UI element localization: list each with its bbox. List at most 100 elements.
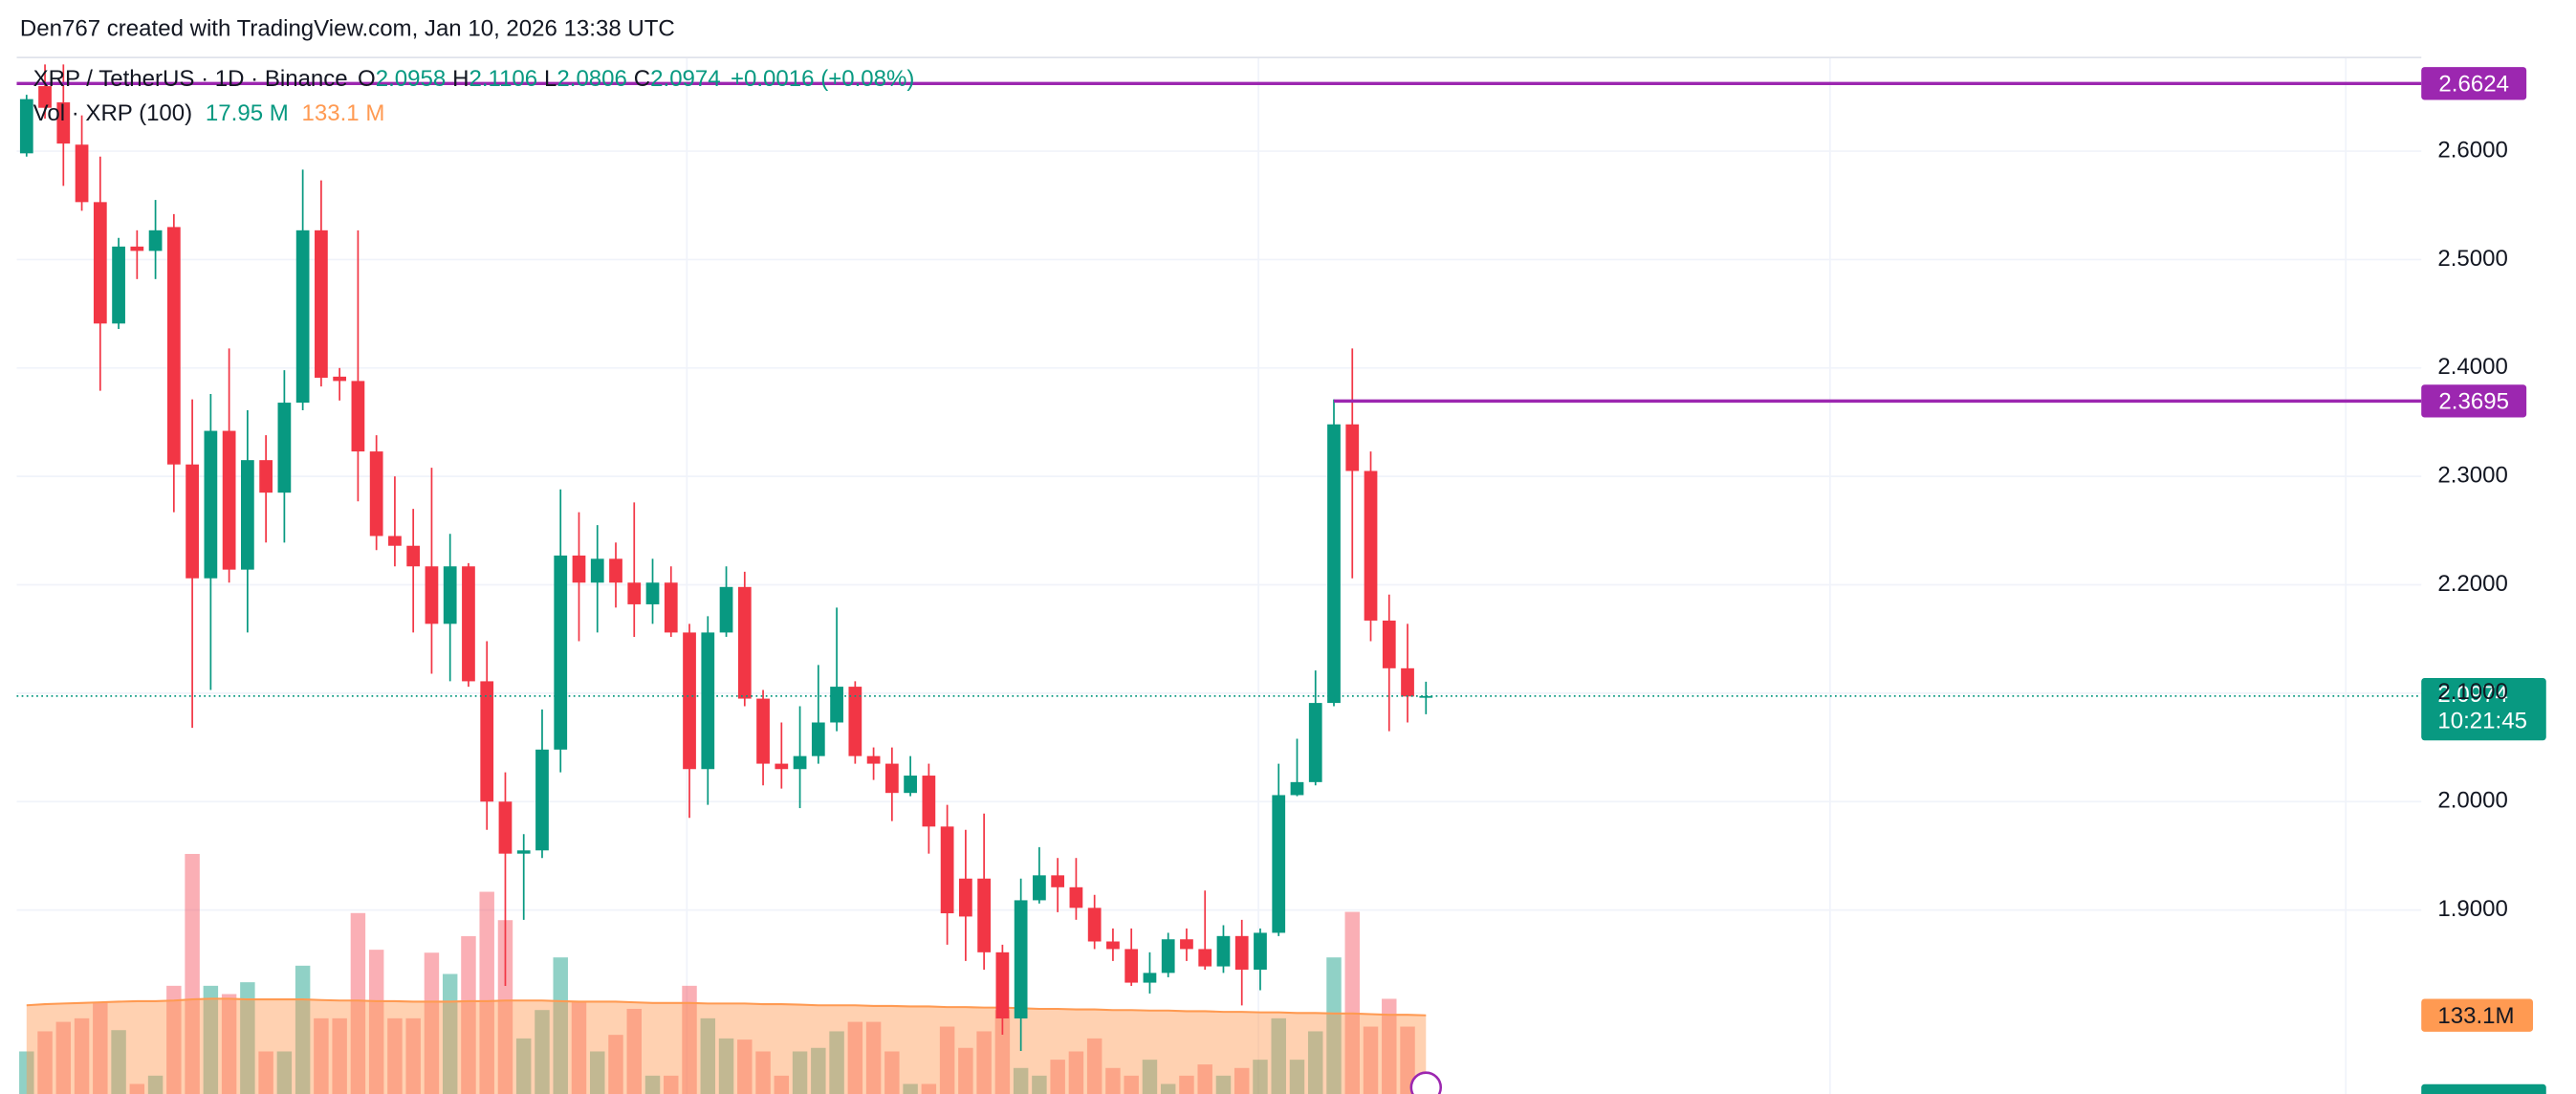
- candle-body: [737, 586, 752, 699]
- candle-body: [664, 582, 678, 633]
- legend-item: 2.0958: [376, 67, 447, 93]
- legend-item: +0.0016 (+0.08%): [731, 67, 914, 93]
- volume-bar: [682, 985, 697, 1094]
- volume-bar: [1363, 1026, 1379, 1094]
- attribution: Den767 created with TradingView.com, Jan…: [20, 15, 675, 41]
- candle-body: [1087, 908, 1102, 942]
- candle-body: [498, 801, 513, 854]
- candle-body: [554, 555, 568, 750]
- candle-body: [811, 722, 825, 756]
- volume-bar: [1032, 1075, 1047, 1094]
- volume-bar: [1068, 1051, 1084, 1094]
- volume-bar: [1050, 1060, 1065, 1094]
- volume-ma-axis-label: 133.1M: [2437, 1003, 2514, 1029]
- candle-body: [130, 246, 144, 252]
- candle-body: [775, 763, 789, 770]
- candle-body: [315, 230, 328, 378]
- volume-bar: [571, 1001, 587, 1094]
- volume-bar: [755, 1051, 771, 1094]
- y-tick-label: 2.1000: [2437, 679, 2508, 705]
- axis-label-cropped: [2421, 1083, 2546, 1094]
- legend-item: 2.1106: [469, 67, 537, 93]
- volume-bar: [276, 1051, 293, 1094]
- volume-bar: [1215, 1075, 1232, 1094]
- candle-body: [516, 850, 531, 854]
- candle-body: [1216, 935, 1231, 967]
- volume-bar: [774, 1075, 790, 1094]
- volume-bar: [976, 1031, 992, 1094]
- y-tick-label: 2.4000: [2437, 354, 2508, 380]
- candle-body: [388, 536, 402, 546]
- volume-bar: [626, 1008, 642, 1094]
- volume-bar: [921, 1083, 937, 1094]
- y-tick-label: 2.2000: [2437, 571, 2508, 597]
- legend-item: 2.0806: [557, 67, 627, 93]
- candle-body: [1327, 424, 1341, 704]
- volume-bar: [1142, 1060, 1158, 1094]
- volume-bar: [479, 891, 494, 1094]
- candle-body: [719, 586, 733, 633]
- legend-item: Vol · XRP (100): [33, 101, 193, 127]
- volume-ma-area: [26, 998, 1427, 1094]
- volume-bar: [368, 950, 384, 1094]
- volume-bar: [700, 1017, 716, 1094]
- candle-layer: [19, 64, 1433, 1051]
- candle-body: [1069, 886, 1083, 908]
- volume-bar: [332, 1017, 347, 1094]
- volume-bar: [1344, 911, 1360, 1094]
- candle-body: [627, 582, 642, 604]
- y-tick-label: 2.3000: [2437, 463, 2508, 489]
- candle-body: [904, 776, 917, 794]
- candle-body: [1198, 949, 1212, 967]
- candle-body: [443, 566, 457, 624]
- candle-body: [351, 381, 365, 452]
- candle-body: [277, 403, 292, 493]
- volume-bar: [644, 1075, 661, 1094]
- symbol-legend: XRP / TetherUS · 1D · Binance O2.0958 H2.1…: [33, 67, 915, 93]
- volume-bar: [55, 1021, 72, 1094]
- volume-bar: [865, 1021, 882, 1094]
- legend-item: 2.0974: [650, 67, 721, 93]
- candle-body: [995, 952, 1010, 1018]
- volume-bar: [811, 1047, 826, 1094]
- candle-body: [425, 566, 439, 624]
- candle-body: [940, 826, 954, 914]
- candle-body: [259, 460, 273, 493]
- legend-item: 17.95 M: [206, 101, 289, 127]
- volume-bar: [240, 982, 255, 1094]
- candle-body: [848, 687, 862, 756]
- candle-body: [1308, 703, 1322, 782]
- volume-bar: [497, 920, 513, 1094]
- volume-bar: [1308, 1031, 1323, 1094]
- candle-body: [462, 566, 475, 682]
- volume-bar: [1382, 998, 1397, 1094]
- volume-bar: [1105, 1067, 1121, 1094]
- candle-body: [1290, 781, 1304, 796]
- legend-item: C: [634, 67, 650, 93]
- candle-body: [1180, 939, 1193, 950]
- volume-bar: [295, 965, 311, 1094]
- volume-layer: [19, 853, 1434, 1094]
- candle-body: [572, 555, 586, 583]
- candle-body: [866, 755, 881, 764]
- volume-bar: [737, 1039, 753, 1094]
- candle-body: [1161, 939, 1175, 974]
- volume-bar: [350, 912, 366, 1094]
- volume-bar: [1086, 1038, 1102, 1094]
- legend-item: H: [452, 67, 469, 93]
- candle-body: [977, 878, 992, 952]
- candle-body: [922, 776, 936, 827]
- volume-bar: [19, 1051, 34, 1094]
- volume-bar: [553, 957, 568, 1094]
- candle-body: [112, 246, 125, 324]
- volume-bar: [442, 974, 458, 1094]
- current-price-box: [2421, 677, 2546, 741]
- candle-body: [590, 558, 604, 583]
- legend-item: O: [358, 67, 376, 93]
- candle-body: [222, 430, 236, 570]
- candle-body: [1254, 932, 1267, 970]
- volume-bar: [424, 952, 440, 1094]
- event-icon[interactable]: [1409, 1071, 1443, 1094]
- volume-bar: [147, 1075, 164, 1094]
